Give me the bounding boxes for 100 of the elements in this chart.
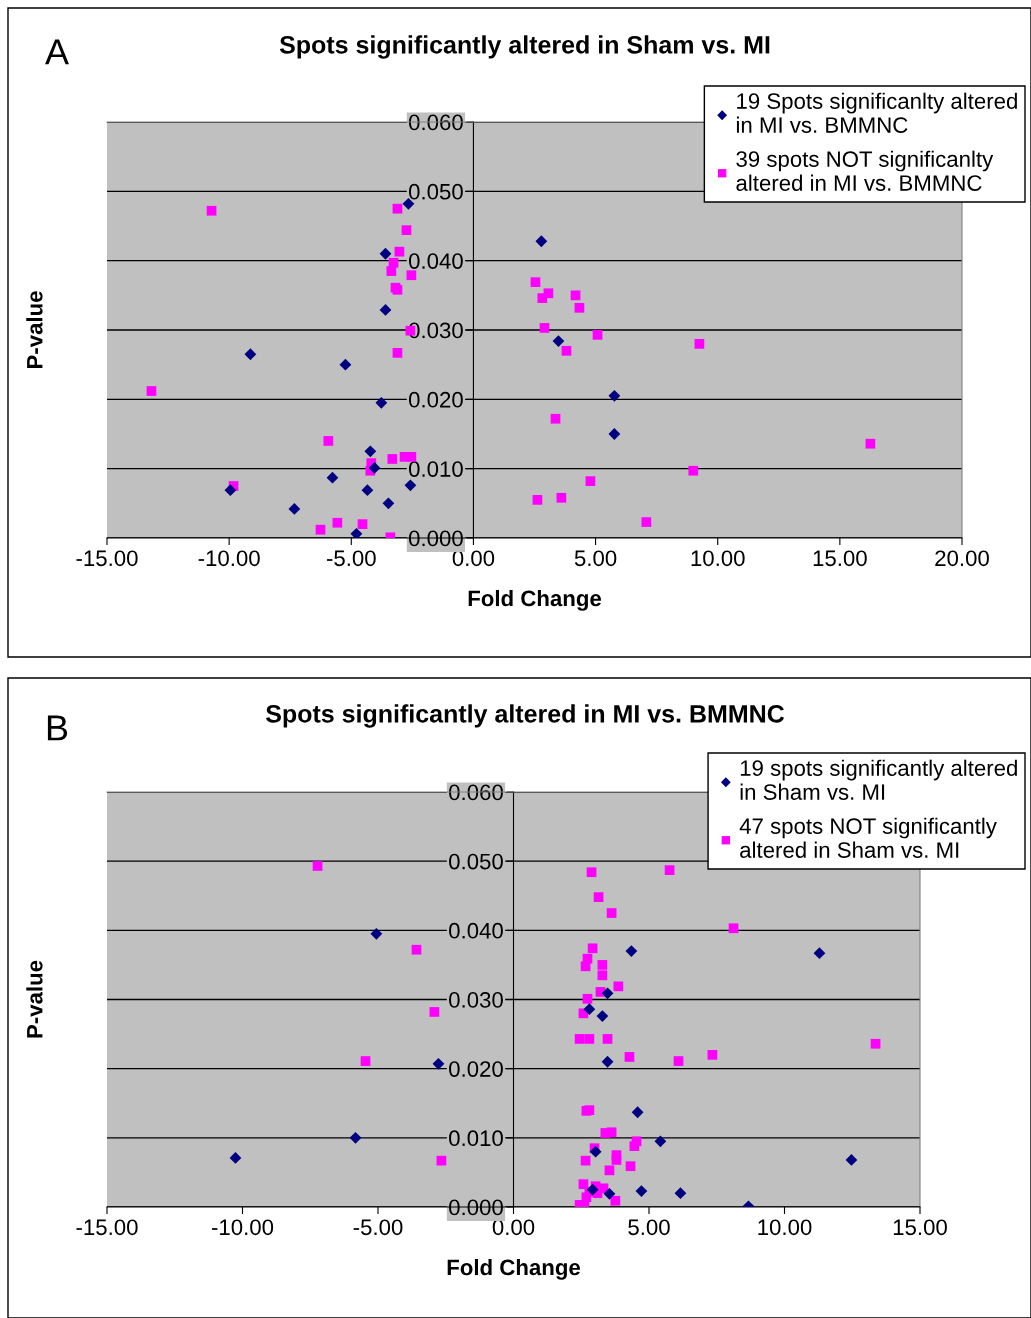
point bbox=[364, 445, 377, 458]
x-tick-label: 10.00 bbox=[758, 1219, 812, 1236]
point bbox=[574, 1034, 585, 1044]
point bbox=[406, 452, 417, 462]
chart-title: Spots significantly altered in Sham vs. MI bbox=[279, 35, 770, 59]
legend-label: 47 spots NOT significantly altered in Sham vs. MI bbox=[739, 817, 997, 858]
point bbox=[411, 944, 422, 955]
point bbox=[624, 1052, 635, 1062]
y-axis-title: P-value bbox=[26, 291, 43, 369]
point bbox=[429, 1007, 440, 1017]
point bbox=[326, 471, 339, 484]
point bbox=[596, 1010, 609, 1022]
point bbox=[394, 246, 405, 257]
point bbox=[574, 302, 585, 313]
point bbox=[613, 981, 624, 992]
point bbox=[288, 502, 301, 515]
x-tick-label: 15.00 bbox=[813, 550, 867, 567]
point bbox=[379, 304, 392, 316]
y-tick-label: 0.020 bbox=[449, 1061, 503, 1077]
point bbox=[865, 438, 876, 449]
point bbox=[392, 203, 403, 214]
point bbox=[561, 345, 572, 356]
point bbox=[664, 865, 675, 876]
point bbox=[602, 1034, 613, 1044]
point bbox=[601, 1055, 614, 1068]
text: A bbox=[45, 39, 69, 65]
point bbox=[583, 1003, 596, 1016]
point bbox=[550, 413, 561, 424]
x-tick-label: 5.00 bbox=[574, 550, 617, 567]
point bbox=[535, 235, 548, 248]
text: B bbox=[47, 715, 68, 741]
point bbox=[368, 462, 381, 474]
point bbox=[401, 225, 412, 236]
point bbox=[608, 428, 621, 440]
chart-title: Spots significantly altered in MI vs. BMMNC bbox=[265, 704, 785, 728]
point bbox=[611, 1155, 622, 1165]
point bbox=[382, 497, 395, 510]
x-tick-label: 5.00 bbox=[628, 1219, 670, 1236]
legend-label: 19 spots significantly altered in Sham vs. MI bbox=[740, 759, 1017, 800]
point bbox=[813, 947, 826, 960]
point bbox=[601, 987, 614, 1000]
point bbox=[570, 290, 581, 301]
point bbox=[436, 1155, 447, 1166]
point bbox=[206, 205, 217, 216]
point bbox=[635, 1185, 648, 1197]
point bbox=[582, 993, 593, 1004]
point bbox=[586, 1183, 599, 1196]
point bbox=[610, 1195, 621, 1206]
x-tick-label: -5.00 bbox=[353, 1219, 403, 1236]
point bbox=[404, 479, 417, 492]
point bbox=[585, 476, 596, 487]
point bbox=[694, 339, 705, 349]
point bbox=[604, 1165, 615, 1176]
point bbox=[597, 970, 608, 981]
point bbox=[580, 961, 591, 972]
point bbox=[375, 396, 388, 409]
point bbox=[530, 277, 541, 288]
x-tick-label: 10.00 bbox=[691, 550, 745, 567]
point bbox=[556, 492, 567, 503]
y-tick-label: 0.060 bbox=[449, 784, 503, 801]
point bbox=[552, 335, 565, 347]
y-tick-label: 0.050 bbox=[408, 183, 463, 200]
x-tick-label: -10.00 bbox=[198, 550, 260, 567]
x-axis-title: Fold Change bbox=[468, 589, 602, 611]
point bbox=[592, 329, 603, 340]
y-tick-label: 0.040 bbox=[408, 253, 463, 269]
point bbox=[537, 293, 548, 303]
point bbox=[360, 1056, 371, 1066]
point bbox=[332, 517, 343, 528]
point bbox=[406, 270, 417, 281]
point bbox=[432, 1057, 445, 1070]
point bbox=[593, 892, 604, 902]
point bbox=[312, 861, 323, 871]
point bbox=[387, 454, 398, 464]
x-tick-label: -5.00 bbox=[326, 550, 376, 567]
point bbox=[580, 1155, 591, 1166]
point bbox=[357, 519, 368, 529]
point bbox=[339, 358, 352, 371]
x-tick-label: -15.00 bbox=[76, 1219, 138, 1236]
y-tick-label: 0.050 bbox=[449, 853, 503, 870]
point bbox=[539, 323, 550, 333]
point bbox=[229, 1152, 242, 1164]
point bbox=[224, 484, 237, 497]
point bbox=[707, 1049, 718, 1060]
y-axis-title: P-value bbox=[26, 960, 43, 1038]
point bbox=[587, 943, 598, 954]
point bbox=[589, 1145, 602, 1158]
point bbox=[728, 923, 739, 934]
x-tick-label: 15.00 bbox=[893, 1219, 947, 1236]
point bbox=[392, 348, 403, 358]
x-tick-label: -10.00 bbox=[211, 1219, 274, 1236]
legend-label: 19 Spots significanlty altered in MI vs. BMMNC bbox=[736, 92, 1017, 133]
point bbox=[688, 465, 699, 476]
y-tick-label: 0.030 bbox=[449, 992, 503, 1008]
point bbox=[532, 495, 543, 505]
point bbox=[673, 1056, 684, 1066]
x-axis-title: Fold Change bbox=[447, 1258, 581, 1280]
x-tick-label: 0.00 bbox=[492, 1219, 535, 1236]
point bbox=[603, 1187, 616, 1200]
point bbox=[631, 1106, 644, 1119]
